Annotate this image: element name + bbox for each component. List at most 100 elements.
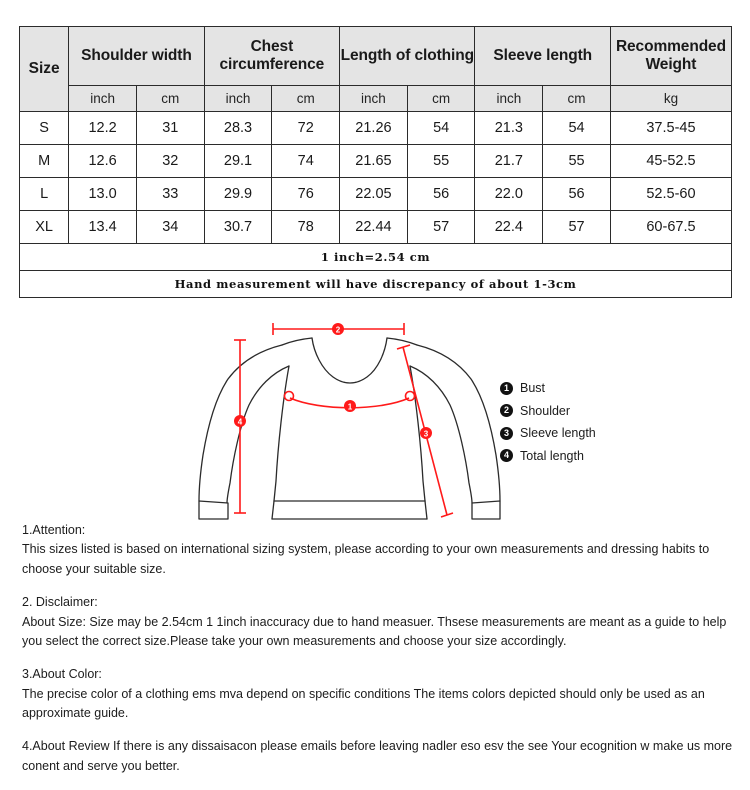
header-unit-shoulder-cm: cm (135, 85, 205, 112)
size-chart-table-container: Size Shoulder width Chest circumference … (18, 26, 733, 298)
table-row: S 12.2 31 28.3 72 21.26 54 21.3 54 37.5-… (18, 111, 733, 145)
header-unit-sleeve-cm: cm (542, 85, 611, 112)
table-header-group-row: Size Shoulder width Chest circumference … (18, 26, 733, 112)
note-disclaimer-body: About Size: Size may be 2.54cm 1 1inch i… (22, 614, 727, 648)
header-group-recommended-weight: Recommended Weight (609, 26, 733, 86)
legend-label-bust: Bust (520, 381, 546, 395)
note-about-review-body: 4.About Review If there is any dissaisac… (22, 739, 733, 773)
legend-label-sleeve-length: Sleeve length (520, 426, 596, 440)
table-footer-row-conversion: 1 inch=2.54 cm (19, 243, 732, 271)
header-unit-length-cm: cm (406, 85, 476, 112)
legend-item-shoulder: 2 Shoulder (500, 404, 690, 418)
note-attention: 1.Attention: This sizes listed is based … (22, 521, 734, 579)
cell: 55 (542, 144, 611, 178)
header-size: Size (18, 26, 70, 112)
legend-item-bust: 1 Bust (500, 381, 690, 395)
marker-total-length-badge (234, 415, 246, 427)
note-attention-heading: 1.Attention: (22, 523, 86, 537)
marker-sleeve-length-badge (420, 427, 432, 439)
marker-sleeve-length-number: 3 (424, 430, 429, 439)
note-about-color: 3.About Color: The precise color of a cl… (22, 665, 734, 723)
cell: 54 (406, 111, 476, 145)
note-disclaimer-heading: 2. Disclaimer: (22, 595, 98, 610)
legend-item-total-length: 4 Total length (500, 449, 690, 463)
footnote-hand-measurement: Hand measurement will have discrepancy o… (19, 270, 732, 298)
cell: 22.4 (474, 210, 544, 244)
cell: 56 (406, 177, 476, 211)
cell: 22.0 (474, 177, 544, 211)
note-about-color-body: The precise color of a clothing ems mva … (22, 686, 705, 720)
cell: 22.05 (339, 177, 408, 211)
garment-measurement-diagram: 2 1 4 3 (0, 305, 750, 520)
cell: 12.2 (68, 111, 137, 145)
header-unit-length-inch: inch (339, 85, 408, 112)
cell: 72 (271, 111, 341, 145)
note-about-review: 4.About Review If there is any dissaisac… (22, 737, 734, 776)
cell: 32 (135, 144, 205, 178)
cell: 29.9 (203, 177, 273, 211)
cell: 29.1 (203, 144, 273, 178)
legend-item-sleeve-length: 3 Sleeve length (500, 426, 690, 440)
measurement-legend: 1 Bust 2 Shoulder 3 Sleeve length 4 Tota… (500, 381, 690, 471)
cell: 21.7 (474, 144, 544, 178)
cell: 13.4 (68, 210, 137, 244)
cell: 57 (406, 210, 476, 244)
legend-label-total-length: Total length (520, 448, 584, 463)
table-row: M 12.6 32 29.1 74 21.65 55 21.7 55 45-52… (18, 144, 733, 178)
cell: 60-67.5 (609, 210, 733, 244)
header-unit-sleeve-inch: inch (474, 85, 544, 112)
row-size-label: XL (18, 210, 70, 244)
footnote-inch-conversion: 1 inch=2.54 cm (19, 243, 732, 271)
cell: 28.3 (203, 111, 273, 145)
note-attention-body: This sizes listed is based on internatio… (22, 542, 710, 576)
cell: 78 (271, 210, 341, 244)
header-group-length-of-clothing: Length of clothing (339, 26, 476, 86)
legend-badge-2-icon: 2 (500, 404, 513, 417)
cell: 21.26 (339, 111, 408, 145)
cell: 30.7 (203, 210, 273, 244)
row-size-label: S (18, 111, 70, 145)
cell: 55 (406, 144, 476, 178)
header-group-sleeve-length: Sleeve length (474, 26, 611, 86)
legend-label-shoulder: Shoulder (520, 403, 571, 418)
header-unit-chest-inch: inch (203, 85, 273, 112)
marker-bust-number: 1 (348, 403, 353, 412)
cell: 76 (271, 177, 341, 211)
cell: 31 (135, 111, 205, 145)
header-unit-weight-kg: kg (609, 85, 733, 112)
cell: 21.3 (474, 111, 544, 145)
header-group-chest-circumference: Chest circumference (203, 26, 341, 86)
cell: 21.65 (339, 144, 408, 178)
marker-shoulder-number: 2 (336, 326, 341, 335)
cell: 12.6 (68, 144, 137, 178)
header-group-shoulder-width: Shoulder width (68, 26, 205, 86)
cell: 34 (135, 210, 205, 244)
sweater-outline-icon (198, 337, 501, 520)
legend-badge-3-icon: 3 (500, 426, 513, 440)
marker-shoulder-badge (332, 323, 344, 335)
marker-total-length-number: 4 (238, 418, 243, 427)
cell: 57 (542, 210, 611, 244)
table-row: XL 13.4 34 30.7 78 22.44 57 22.4 57 60-6… (18, 210, 733, 244)
row-size-label: M (18, 144, 70, 178)
legend-badge-1-icon: 1 (500, 381, 513, 395)
cell: 54 (542, 111, 611, 145)
cell: 33 (135, 177, 205, 211)
cell: 52.5-60 (609, 177, 733, 211)
cell: 37.5-45 (609, 111, 733, 145)
note-disclaimer: 2. Disclaimer: About Size: Size may be 2… (22, 593, 734, 651)
cell: 22.44 (339, 210, 408, 244)
size-chart-table: Size Shoulder width Chest circumference … (18, 26, 733, 298)
table-header-unit-row: inch cm inch cm inch cm inch cm kg (20, 85, 733, 112)
table-row: L 13.0 33 29.9 76 22.05 56 22.0 56 52.5-… (18, 177, 733, 211)
row-size-label: L (18, 177, 70, 211)
header-unit-shoulder-inch: inch (68, 85, 137, 112)
cell: 74 (271, 144, 341, 178)
marker-bust-badge (344, 400, 356, 412)
legend-badge-4-icon: 4 (500, 449, 513, 462)
cell: 56 (542, 177, 611, 211)
cell: 45-52.5 (609, 144, 733, 178)
cell: 13.0 (68, 177, 137, 211)
header-unit-chest-cm: cm (271, 85, 341, 112)
table-footer-row-discrepancy: Hand measurement will have discrepancy o… (19, 270, 732, 298)
